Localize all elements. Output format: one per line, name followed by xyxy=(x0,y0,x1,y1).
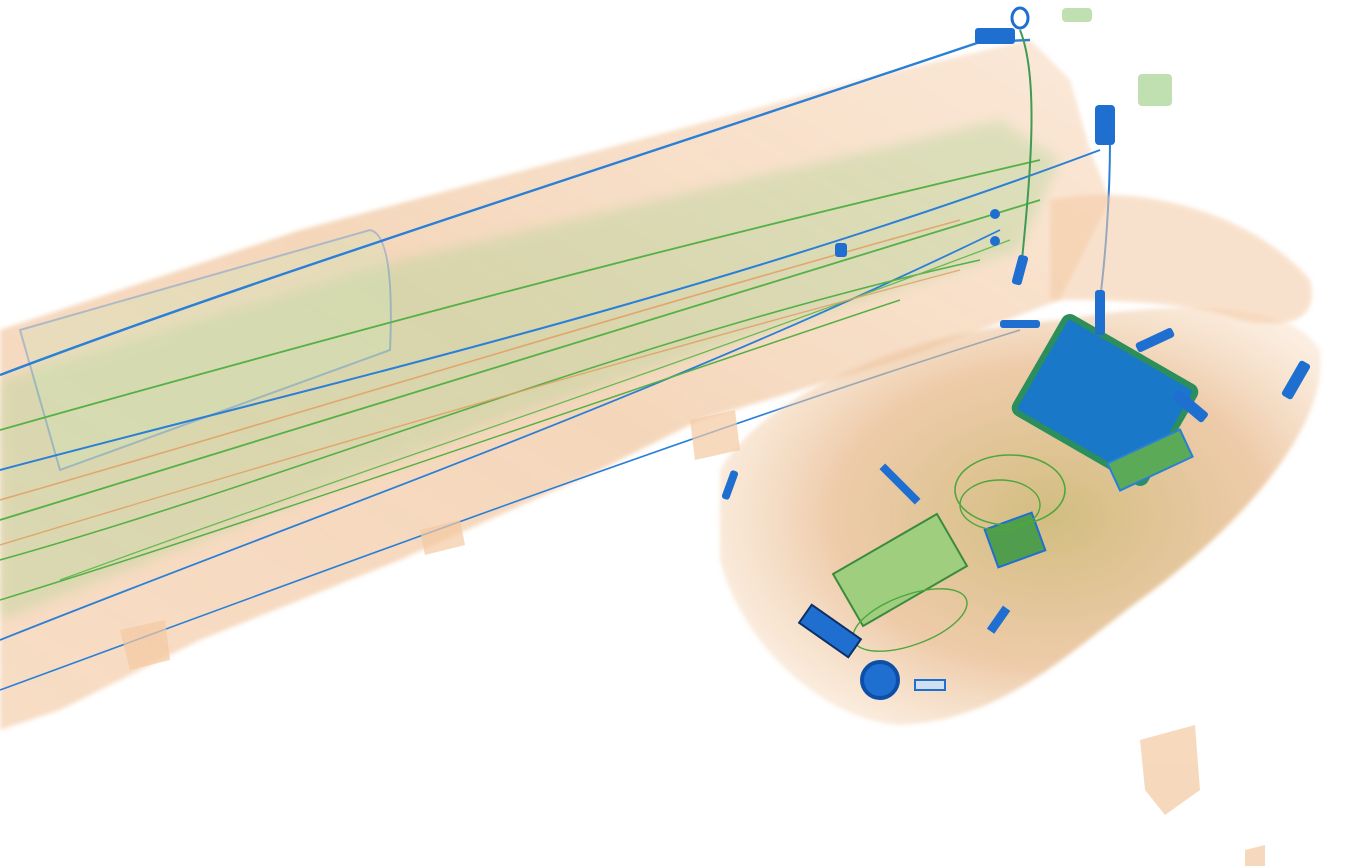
clip-part xyxy=(986,605,1011,634)
fastener-mid xyxy=(835,243,847,257)
fastener-dot-2 xyxy=(990,236,1000,246)
green-fragments xyxy=(1062,8,1172,106)
circuit-board-1 xyxy=(1106,428,1194,492)
green-fragment-1 xyxy=(1062,8,1092,22)
bag-tube-inner-green xyxy=(0,120,1060,620)
fastener-right-2 xyxy=(1095,290,1105,335)
cable-blue-3 xyxy=(0,229,1001,641)
pen-part xyxy=(879,463,921,505)
fastener-dot-1 xyxy=(990,209,1000,219)
cable-green-3 xyxy=(0,259,981,561)
spool xyxy=(860,660,900,700)
fragment-left-2 xyxy=(420,520,465,555)
pod xyxy=(720,194,1321,725)
fastener-pod-left xyxy=(721,470,739,500)
green-fragment-2 xyxy=(1138,74,1172,106)
fasteners xyxy=(721,6,1311,500)
bag-tube-panel xyxy=(18,228,392,472)
cables xyxy=(0,29,1111,691)
cable-green-1 xyxy=(0,159,1041,431)
circuit-board-2 xyxy=(831,512,969,628)
cable-right-vertical xyxy=(1019,29,1033,281)
fragment-left-1 xyxy=(120,620,170,670)
coil-2 xyxy=(959,479,1041,531)
cable-green-4 xyxy=(0,299,901,601)
fastener-right-1 xyxy=(1095,105,1115,145)
fragment-pod-side xyxy=(690,410,740,460)
fragments xyxy=(120,410,1265,866)
fastener-right-4 xyxy=(1172,389,1208,423)
fastener-top xyxy=(975,28,1015,44)
circuit-board-3 xyxy=(983,511,1047,569)
cable-orange-2 xyxy=(0,269,961,546)
motor-housing xyxy=(797,603,863,659)
fastener-mid-2 xyxy=(1011,254,1029,286)
cable-green-2 xyxy=(0,199,1041,521)
pod-lid xyxy=(1050,194,1312,324)
cable-orange-1 xyxy=(0,219,961,501)
small-connector xyxy=(914,679,946,691)
cable-top-blue xyxy=(0,38,1031,377)
fastener-right-3 xyxy=(1135,328,1175,352)
coil-1 xyxy=(954,454,1066,526)
pin-part xyxy=(1000,320,1040,328)
cable-blue-2 xyxy=(0,149,1101,471)
fastener-far-right xyxy=(1281,360,1311,400)
fastener-top-ring xyxy=(1010,6,1030,30)
fragment-corner xyxy=(1245,845,1265,866)
bag-tube xyxy=(0,40,1110,730)
fragment-bottom-right xyxy=(1140,725,1200,815)
